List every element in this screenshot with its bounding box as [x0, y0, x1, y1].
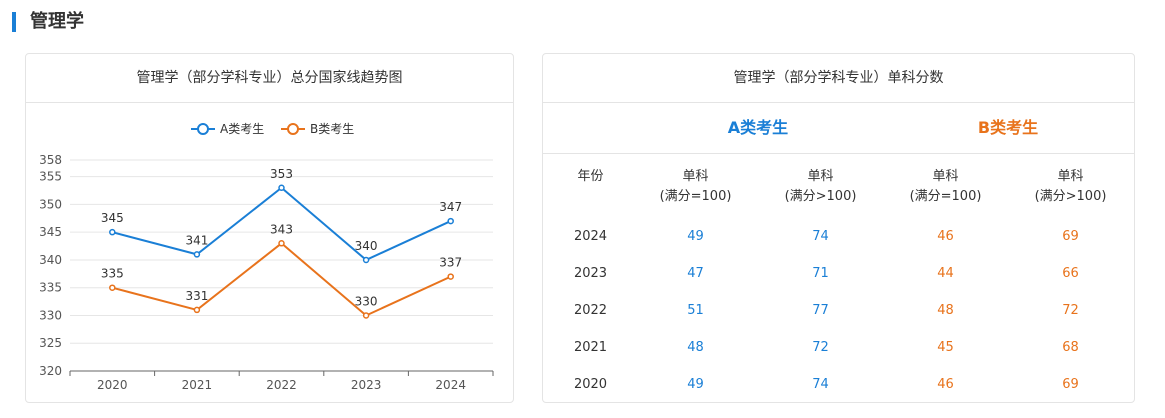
group-b-label: B类考生	[977, 118, 1039, 137]
cell-b-100: 44	[937, 266, 954, 281]
data-point	[362, 256, 370, 264]
y-tick-label: 325	[39, 336, 62, 350]
x-tick-label: 2024	[435, 378, 466, 392]
cell-a-over100: 72	[812, 340, 829, 355]
header-full-score: (满分=100)	[909, 189, 982, 204]
header-year: 年份	[577, 169, 604, 184]
data-point	[278, 240, 285, 247]
data-label: 331	[185, 289, 208, 303]
x-tick-label: 2020	[97, 378, 128, 392]
header-subject-label: 单科	[1057, 169, 1084, 184]
legend-swatch-marker	[287, 123, 299, 135]
data-point	[109, 228, 116, 236]
table-card-title: 管理学（部分学科专业）单科分数	[543, 54, 1134, 103]
chart-area: 320 325 330 335 340 345 350 355 358 2020 2021 2022 2…	[26, 103, 513, 402]
data-point	[447, 273, 454, 280]
table-card: 管理学（部分学科专业）单科分数 A类考生 B类考生 年份 单科 (满分=100) 单科…	[542, 53, 1135, 403]
data-point	[278, 184, 285, 192]
x-tick-label: 2023	[351, 378, 382, 392]
x-tick-label: 2021	[182, 378, 213, 392]
header-full-score: (满分>100)	[784, 189, 857, 204]
cell-b-100: 45	[937, 340, 954, 355]
data-label: 353	[270, 167, 293, 181]
data-label: 345	[101, 211, 124, 225]
legend-label: A类考生	[220, 122, 264, 136]
cell-b-over100: 72	[1062, 303, 1079, 318]
cell-b-over100: 69	[1062, 377, 1079, 392]
cell-a-100: 49	[687, 229, 704, 244]
header-full-score: (满分=100)	[659, 189, 732, 204]
cell-b-over100: 68	[1062, 340, 1079, 355]
chart-card: 管理学（部分学科专业）总分国家线趋势图 320 325 330 335 340 345 35…	[25, 53, 514, 403]
data-label: 341	[185, 233, 208, 247]
group-a-label: A类考生	[727, 118, 789, 137]
legend-label: B类考生	[310, 122, 354, 136]
cell-b-over100: 69	[1062, 229, 1079, 244]
section-title: 管理学	[30, 11, 84, 32]
y-tick-label: 320	[39, 364, 62, 378]
section-accent-bar	[12, 12, 16, 32]
legend-swatch-marker	[197, 123, 209, 135]
line-chart: 320 325 330 335 340 345 350 355 358 2020 2021 2022 2…	[39, 122, 494, 392]
data-label: 340	[355, 239, 378, 253]
data-point	[362, 312, 370, 319]
cell-b-100: 46	[937, 377, 954, 392]
table-group-header: A类考生 B类考生	[543, 103, 1134, 154]
cell-year: 2024	[573, 229, 608, 244]
cell-a-over100: 74	[812, 229, 829, 244]
cell-a-100: 51	[687, 303, 704, 318]
data-point	[193, 306, 201, 314]
data-label: 330	[355, 294, 378, 308]
cell-year: 2022	[573, 303, 608, 318]
chart-card-title: 管理学（部分学科专业）总分国家线趋势图	[26, 54, 513, 103]
series-line	[112, 241, 452, 317]
cell-year: 2023	[573, 266, 608, 281]
y-tick-label: 330	[39, 308, 62, 322]
cell-b-over100: 66	[1062, 266, 1079, 281]
y-tick-label: 335	[39, 281, 62, 295]
cell-year: 2021	[573, 340, 608, 355]
y-tick-label: 345	[39, 225, 62, 239]
y-tick-label: 340	[39, 253, 62, 267]
cell-a-over100: 77	[812, 303, 829, 318]
cell-b-100: 46	[937, 229, 954, 244]
header-subject-label: 单科	[807, 169, 834, 184]
cell-b-100: 48	[937, 303, 954, 318]
y-tick-label: 358	[39, 153, 62, 167]
data-label: 347	[439, 200, 462, 214]
cell-year: 2020	[573, 377, 608, 392]
data-label: 335	[101, 267, 124, 281]
data-point	[109, 284, 116, 291]
cell-a-100: 49	[687, 377, 704, 392]
y-tick-label: 350	[39, 197, 62, 211]
header-full-score: (满分>100)	[1034, 189, 1107, 204]
x-tick-label: 2022	[266, 378, 297, 392]
cell-a-over100: 74	[812, 377, 829, 392]
data-label: 337	[439, 256, 462, 270]
cell-a-100: 47	[687, 266, 704, 281]
data-point	[447, 217, 454, 225]
cell-a-100: 48	[687, 340, 704, 355]
header-subject-label: 单科	[682, 169, 709, 184]
data-point	[193, 251, 201, 258]
header-subject-label: 单科	[932, 169, 959, 184]
cell-a-over100: 71	[812, 266, 829, 281]
data-label: 343	[270, 222, 293, 236]
y-tick-label: 355	[39, 170, 62, 184]
